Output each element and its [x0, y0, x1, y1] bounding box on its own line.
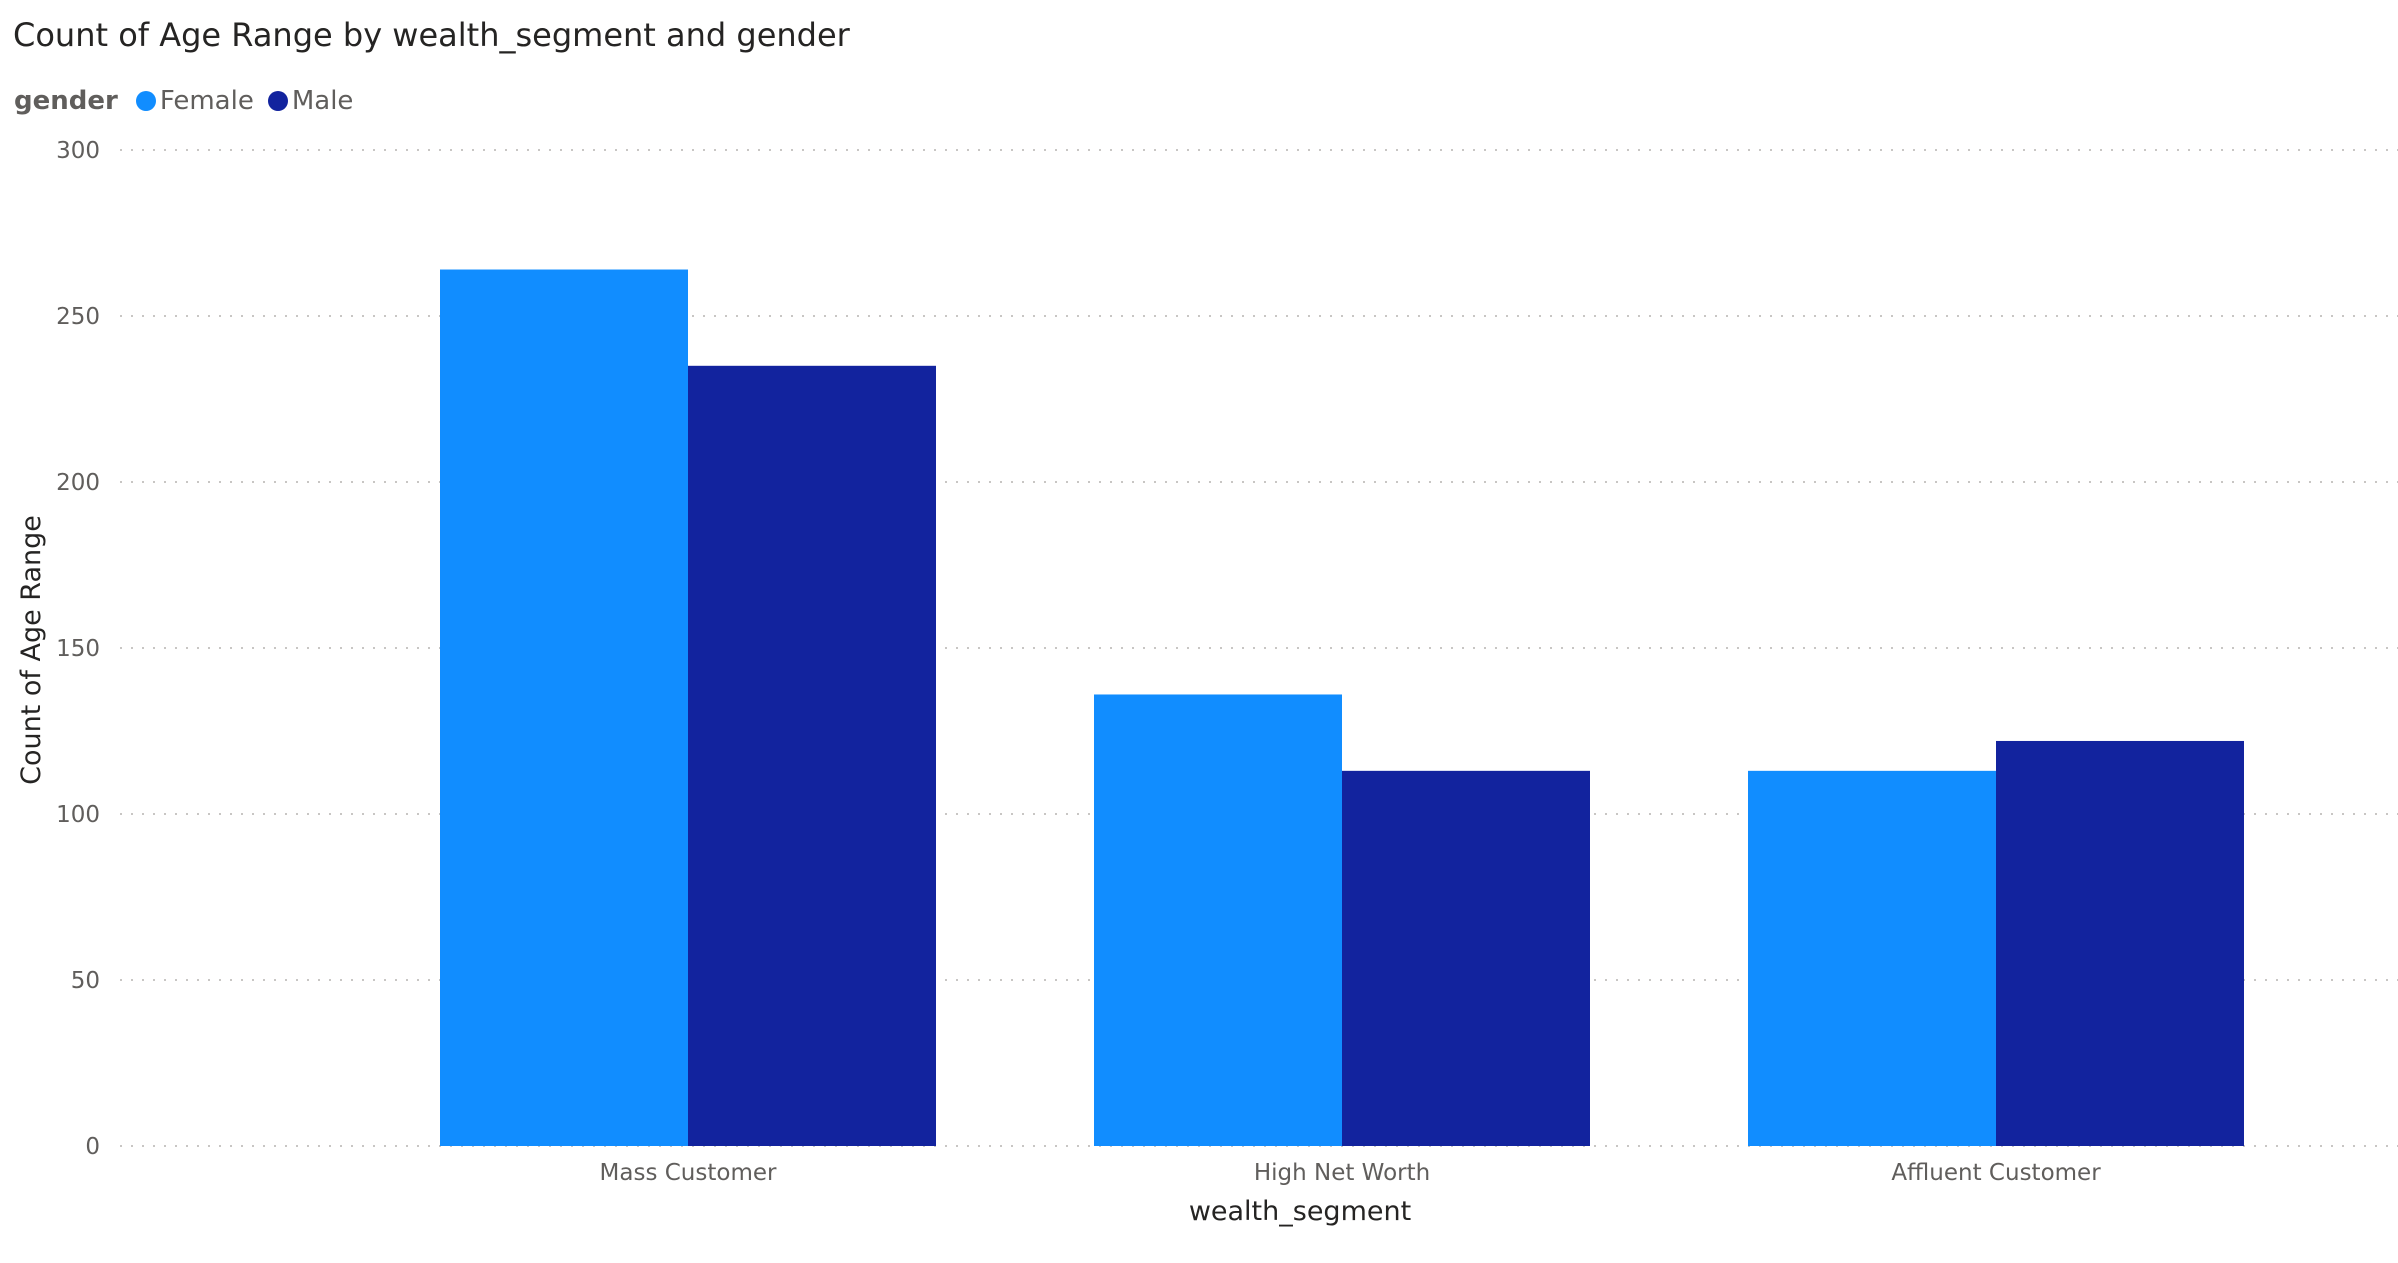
x-tick-label: Affluent Customer	[1891, 1160, 2101, 1186]
legend-item-female[interactable]: Female	[135, 86, 254, 116]
x-tick-label: Mass Customer	[600, 1160, 777, 1186]
x-tick-label: High Net Worth	[1254, 1160, 1430, 1186]
legend: gender Female Male	[14, 84, 367, 118]
bar-female-high-net-worth[interactable]	[1094, 694, 1342, 1146]
bar-female-affluent-customer[interactable]	[1748, 770, 1996, 1146]
y-tick-label: 100	[56, 802, 100, 828]
y-tick-label: 0	[85, 1134, 100, 1160]
y-tick-label: 50	[71, 968, 100, 994]
legend-item-male[interactable]: Male	[267, 86, 354, 116]
y-tick-label: 200	[56, 470, 100, 496]
legend-female-label: Female	[159, 86, 254, 116]
bar-male-high-net-worth[interactable]	[1342, 770, 1590, 1146]
y-tick-label: 150	[56, 636, 100, 662]
x-axis-ticks: Mass Customer High Net Worth Affluent Cust…	[600, 1160, 2102, 1186]
legend-title: gender	[14, 86, 118, 116]
bar-male-affluent-customer[interactable]	[1996, 740, 2244, 1146]
legend-male-label: Male	[291, 86, 354, 116]
bars	[440, 269, 2244, 1146]
y-axis-title: Count of Age Range	[16, 515, 47, 785]
legend-male-dot-icon	[267, 91, 288, 111]
y-tick-label: 250	[56, 304, 100, 330]
x-axis-title: wealth_segment	[1189, 1196, 1411, 1227]
chart-title: Count of Age Range by wealth_segment and…	[13, 16, 850, 54]
legend-female-dot-icon	[135, 91, 156, 111]
bar-female-mass-customer[interactable]	[440, 269, 688, 1146]
bar-male-mass-customer[interactable]	[688, 365, 936, 1146]
y-axis-ticks: 0 50 100 150 200 250 300	[56, 138, 100, 1160]
y-tick-label: 300	[56, 138, 100, 164]
